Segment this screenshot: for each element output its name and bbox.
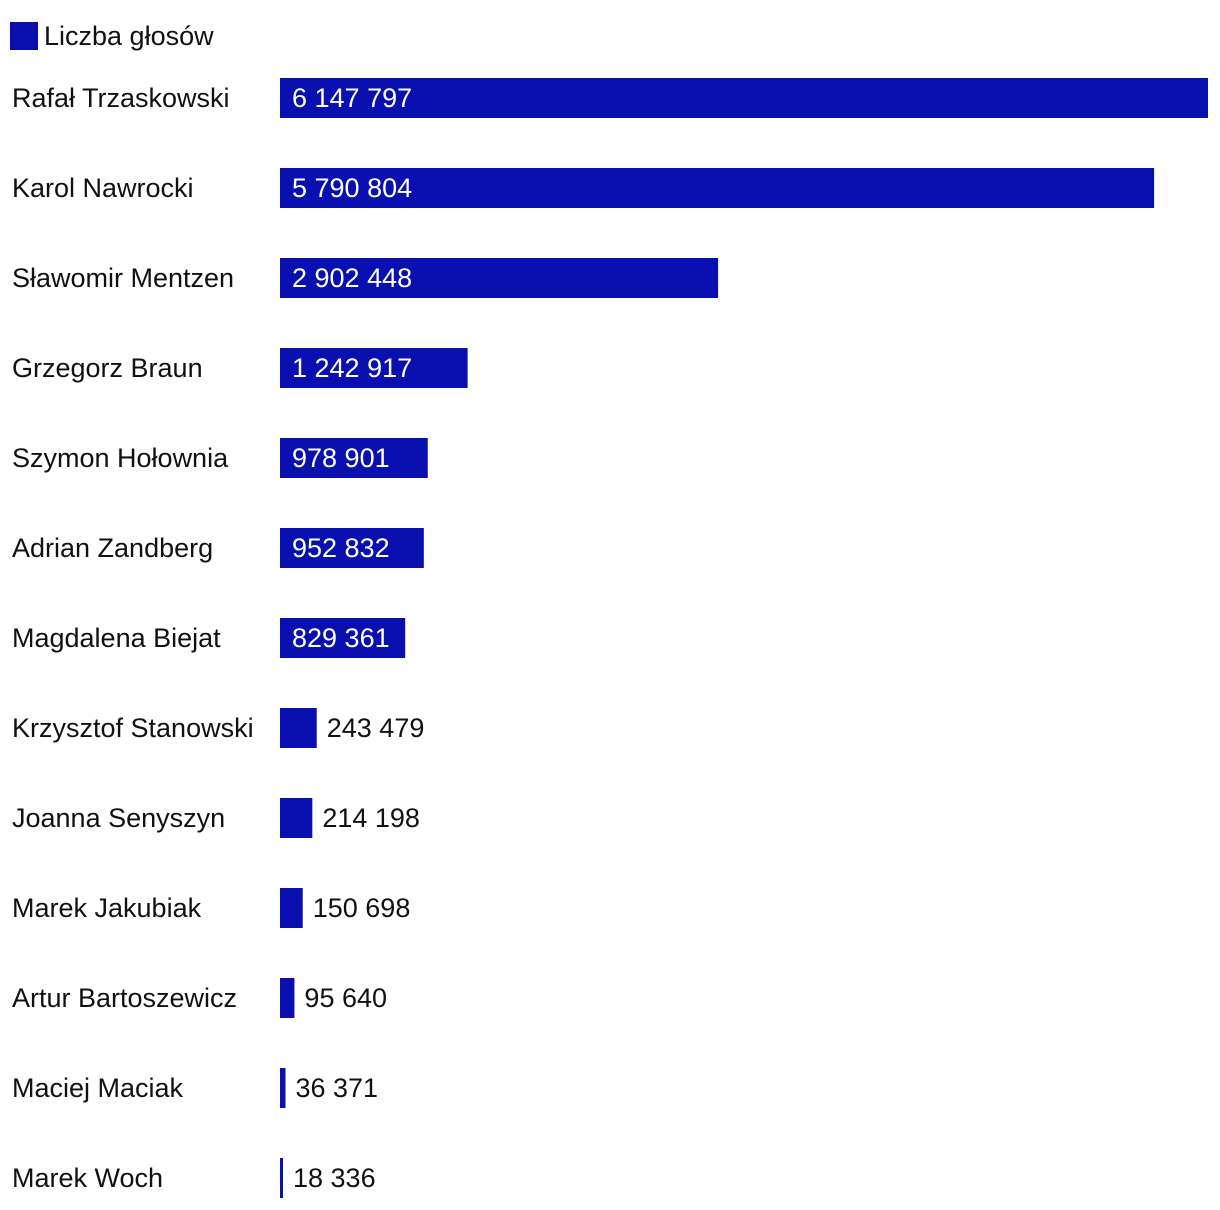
- value-label: 5 790 804: [292, 173, 412, 203]
- bar-row: Karol Nawrocki 5 790 804: [12, 168, 1155, 208]
- bar-row: Krzysztof Stanowski 243 479: [12, 708, 424, 748]
- value-label: 952 832: [292, 533, 390, 563]
- category-label: Marek Woch: [12, 1163, 163, 1193]
- value-label: 95 640: [304, 983, 387, 1013]
- value-label: 829 361: [292, 623, 390, 653]
- legend: Liczba głosów: [10, 20, 214, 52]
- value-label: 36 371: [295, 1073, 378, 1103]
- category-label: Adrian Zandberg: [12, 533, 213, 563]
- bar-row: Marek Woch 18 336: [12, 1158, 376, 1198]
- bar-row: Rafał Trzaskowski 6 147 797: [12, 78, 1208, 118]
- value-label: 6 147 797: [292, 83, 412, 113]
- category-label: Marek Jakubiak: [12, 893, 202, 923]
- bar: [280, 888, 303, 928]
- category-label: Magdalena Biejat: [12, 623, 221, 653]
- value-label: 978 901: [292, 443, 390, 473]
- bar-row: Szymon Hołownia 978 901: [12, 438, 428, 478]
- bar-row: Sławomir Mentzen 2 902 448: [12, 258, 719, 298]
- category-label: Maciej Maciak: [12, 1073, 184, 1103]
- bar: [280, 348, 468, 388]
- bar: [280, 798, 313, 838]
- bar-row: Marek Jakubiak 150 698: [12, 888, 410, 928]
- bar-row: Grzegorz Braun 1 242 917: [12, 348, 468, 388]
- bar-row: Magdalena Biejat 829 361: [12, 618, 406, 658]
- bar-row: Maciej Maciak 36 371: [12, 1068, 378, 1108]
- value-label: 150 698: [313, 893, 411, 923]
- bar: [280, 78, 1208, 118]
- value-label: 1 242 917: [292, 353, 412, 383]
- category-label: Artur Bartoszewicz: [12, 983, 237, 1013]
- category-label: Sławomir Mentzen: [12, 263, 234, 293]
- legend-label: Liczba głosów: [44, 21, 214, 51]
- bar-row: Adrian Zandberg 952 832: [12, 528, 424, 568]
- bar: [280, 438, 428, 478]
- category-label: Joanna Senyszyn: [12, 803, 225, 833]
- category-label: Grzegorz Braun: [12, 353, 203, 383]
- category-label: Rafał Trzaskowski: [12, 83, 230, 113]
- category-label: Krzysztof Stanowski: [12, 713, 254, 743]
- bar: [280, 168, 1155, 208]
- category-label: Szymon Hołownia: [12, 443, 229, 473]
- bar: [280, 708, 317, 748]
- value-label: 2 902 448: [292, 263, 412, 293]
- bar: [280, 528, 424, 568]
- bar: [280, 618, 406, 658]
- value-label: 243 479: [327, 713, 425, 743]
- value-label: 18 336: [293, 1163, 376, 1193]
- value-label: 214 198: [322, 803, 420, 833]
- bar: [280, 978, 295, 1018]
- bar: [280, 1158, 283, 1198]
- bar-row: Artur Bartoszewicz 95 640: [12, 978, 387, 1018]
- bar: [280, 1068, 286, 1108]
- bar: [280, 258, 719, 298]
- bar-row: Joanna Senyszyn 214 198: [12, 798, 420, 838]
- category-label: Karol Nawrocki: [12, 173, 194, 203]
- legend-swatch: [10, 22, 38, 50]
